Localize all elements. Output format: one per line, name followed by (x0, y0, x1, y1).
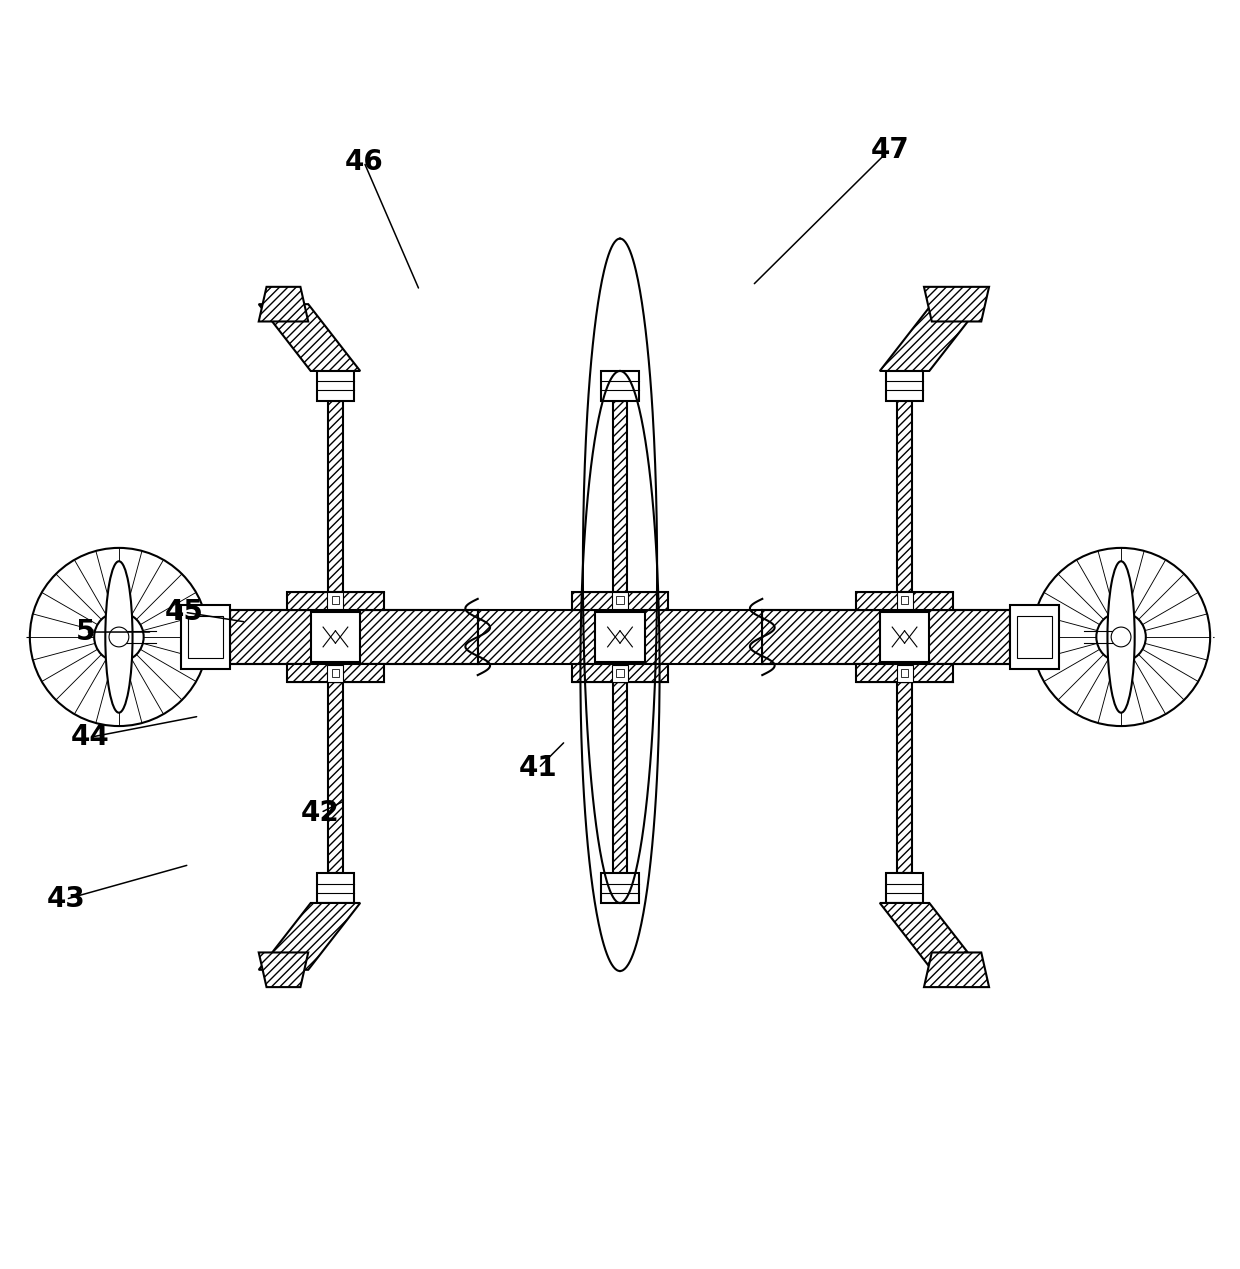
Polygon shape (924, 287, 990, 321)
Bar (1017, 615, 1052, 657)
Bar (897, 681, 911, 873)
Polygon shape (880, 305, 981, 371)
Bar (477, 610, 763, 664)
Bar (329, 681, 343, 873)
Ellipse shape (1107, 561, 1135, 713)
Bar (601, 371, 639, 401)
Bar (327, 665, 343, 681)
Bar (317, 371, 353, 401)
Bar (317, 873, 353, 904)
Circle shape (109, 627, 129, 647)
Bar (231, 610, 477, 664)
Bar (616, 596, 624, 604)
Polygon shape (880, 904, 981, 970)
Bar (613, 665, 627, 681)
Bar (887, 873, 923, 904)
Circle shape (1096, 612, 1146, 661)
Text: 41: 41 (520, 754, 558, 782)
Polygon shape (259, 287, 309, 321)
Text: 44: 44 (71, 723, 110, 751)
Bar (897, 593, 913, 609)
Circle shape (94, 612, 144, 661)
Bar (901, 596, 908, 604)
Text: 42: 42 (301, 798, 340, 826)
Bar (616, 670, 624, 678)
Text: 5: 5 (76, 618, 95, 646)
Bar (887, 371, 923, 401)
Bar (288, 593, 383, 610)
Bar (288, 664, 383, 681)
Bar (595, 612, 645, 661)
Bar (1009, 605, 1059, 669)
Polygon shape (259, 904, 360, 970)
Circle shape (1032, 548, 1210, 726)
Text: 45: 45 (165, 598, 203, 626)
Bar (188, 615, 223, 657)
Bar (857, 664, 952, 681)
Text: 47: 47 (870, 136, 909, 164)
Bar (332, 670, 339, 678)
Bar (763, 610, 1009, 664)
Bar (572, 664, 668, 681)
Bar (897, 401, 911, 593)
Text: 46: 46 (345, 148, 383, 176)
Bar (897, 665, 913, 681)
Bar (181, 605, 231, 669)
Bar (311, 612, 360, 661)
Polygon shape (259, 305, 360, 371)
Bar (613, 401, 627, 593)
Bar (332, 596, 339, 604)
Bar (857, 593, 952, 610)
Circle shape (1111, 627, 1131, 647)
Bar (613, 681, 627, 873)
Polygon shape (259, 953, 309, 987)
Bar (613, 593, 627, 609)
Polygon shape (924, 953, 990, 987)
Ellipse shape (105, 561, 133, 713)
Circle shape (30, 548, 208, 726)
Bar (329, 401, 343, 593)
Bar (572, 593, 668, 610)
Bar (901, 670, 908, 678)
Bar (601, 873, 639, 904)
Bar (880, 612, 929, 661)
Text: 43: 43 (46, 886, 86, 914)
Bar (327, 593, 343, 609)
